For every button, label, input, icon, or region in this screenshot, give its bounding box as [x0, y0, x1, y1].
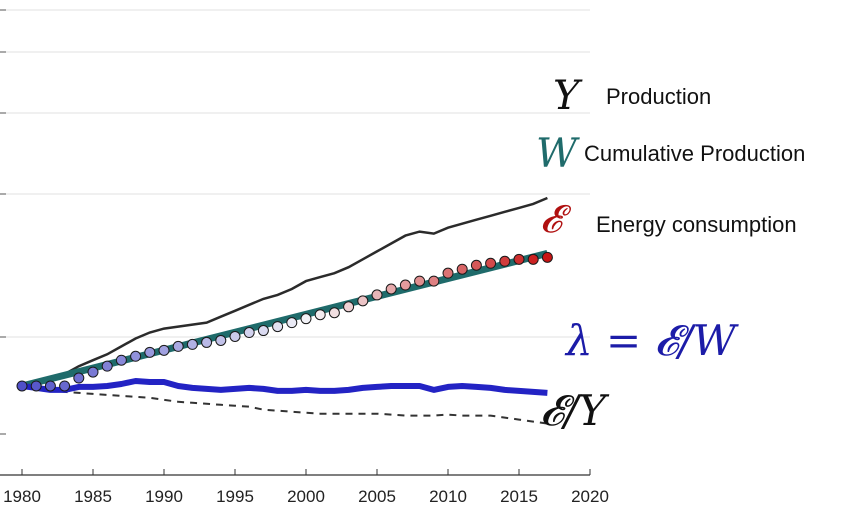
energy-point-1993 [201, 336, 213, 348]
xtick-label-2000: 2000 [287, 487, 325, 506]
energy-point-1995 [229, 330, 241, 342]
energy-point-1986 [101, 360, 113, 372]
energy-point-1992 [186, 338, 198, 350]
series-energy-per-production-line [21, 385, 548, 425]
energy-dots [16, 251, 553, 392]
energy-point-1990 [158, 344, 170, 356]
ratio-label: 𝓔/Y [540, 386, 610, 435]
energy-symbol: 𝓔 [540, 197, 572, 241]
cumulative-symbol: W [536, 131, 580, 177]
energy-point-2006 [385, 283, 397, 295]
energy-point-2003 [343, 301, 355, 313]
energy-point-2007 [399, 279, 411, 291]
energy-point-2012 [470, 259, 482, 271]
energy-point-2004 [357, 295, 369, 307]
energy-point-1984 [73, 372, 85, 384]
energy-point-1996 [243, 327, 255, 339]
energy-point-1998 [272, 321, 284, 333]
xtick-label-1995: 1995 [216, 487, 254, 506]
energy-point-2005 [371, 289, 383, 301]
energy-point-1987 [115, 354, 127, 366]
series-cumulative-production-line [21, 250, 549, 390]
xtick-label-1980: 1980 [3, 487, 41, 506]
xtick-label-2010: 2010 [429, 487, 467, 506]
lambda-label: λ = 𝓔/W [564, 316, 740, 365]
axes [0, 469, 591, 476]
energy-point-1981 [30, 380, 42, 392]
energy-point-2002 [328, 307, 340, 319]
energy-point-2008 [414, 275, 426, 287]
energy-label: Energy consumption [596, 212, 797, 237]
energy-point-1989 [144, 346, 156, 358]
energy-point-1985 [87, 366, 99, 378]
xtick-label-2020: 2020 [571, 487, 609, 506]
energy-point-1982 [44, 380, 56, 392]
production-label: Production [606, 84, 711, 109]
energy-point-2014 [499, 255, 511, 267]
xtick-label-1990: 1990 [145, 487, 183, 506]
series-lines [21, 196, 549, 425]
energy-point-1999 [286, 317, 298, 329]
gridlines [0, 9, 590, 435]
energy-point-2001 [314, 309, 326, 321]
energy-point-1994 [215, 334, 227, 346]
energy-point-1991 [172, 340, 184, 352]
energy-point-2016 [527, 253, 539, 265]
energy-point-1997 [257, 325, 269, 337]
energy-point-2017 [541, 251, 553, 263]
series-lambda-line [21, 378, 548, 396]
xtick-label-2015: 2015 [500, 487, 538, 506]
energy-point-1980 [16, 380, 28, 392]
series-production-line [21, 196, 548, 388]
energy-point-2009 [428, 275, 440, 287]
production-symbol: Y [553, 73, 583, 119]
x-tick-labels: 1980 1985 1990 1995 2000 2005 2010 2015 2020 [3, 487, 609, 506]
energy-point-1988 [130, 350, 142, 362]
xtick-label-1985: 1985 [74, 487, 112, 506]
xtick-label-2005: 2005 [358, 487, 396, 506]
energy-point-2015 [513, 253, 525, 265]
energy-point-1983 [59, 380, 71, 392]
energy-point-2010 [442, 267, 454, 279]
cumulative-label: Cumulative Production [584, 141, 805, 166]
energy-point-2011 [456, 263, 468, 275]
energy-point-2013 [485, 257, 497, 269]
energy-point-2000 [300, 313, 312, 325]
